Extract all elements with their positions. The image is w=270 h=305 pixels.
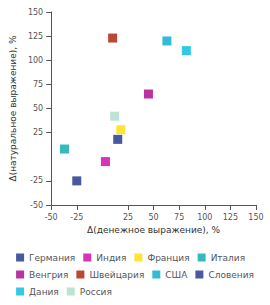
svg-text:75: 75 bbox=[33, 80, 43, 89]
svg-text:-25: -25 bbox=[70, 213, 83, 222]
svg-text:150: 150 bbox=[28, 8, 43, 17]
svg-text:Венгрия: Венгрия bbox=[29, 270, 68, 280]
svg-text:США: США bbox=[165, 270, 188, 280]
svg-text:Дания: Дания bbox=[29, 287, 59, 297]
svg-text:Россия: Россия bbox=[80, 287, 112, 297]
svg-text:125: 125 bbox=[223, 213, 238, 222]
svg-text:100: 100 bbox=[28, 56, 43, 65]
svg-text:Δ(натуральное выражение), %: Δ(натуральное выражение), % bbox=[8, 35, 18, 181]
svg-text:125: 125 bbox=[28, 32, 43, 41]
svg-text:Словения: Словения bbox=[208, 270, 254, 280]
svg-text:-50: -50 bbox=[30, 201, 43, 210]
svg-text:Германия: Германия bbox=[29, 253, 75, 263]
svg-text:-25: -25 bbox=[30, 176, 43, 185]
svg-text:50: 50 bbox=[148, 213, 158, 222]
svg-text:-50: -50 bbox=[45, 213, 58, 222]
svg-text:Швейцария: Швейцария bbox=[89, 270, 144, 280]
svg-text:100: 100 bbox=[197, 213, 212, 222]
svg-text:25: 25 bbox=[123, 213, 133, 222]
svg-text:Индия: Индия bbox=[96, 253, 126, 263]
svg-text:50: 50 bbox=[33, 104, 43, 113]
svg-text:Δ(денежное выражение), %: Δ(денежное выражение), % bbox=[87, 225, 221, 235]
svg-text:25: 25 bbox=[33, 128, 43, 137]
svg-text:150: 150 bbox=[248, 213, 263, 222]
svg-text:75: 75 bbox=[174, 213, 184, 222]
svg-text:Италия: Италия bbox=[211, 253, 246, 263]
svg-text:Франция: Франция bbox=[147, 253, 189, 263]
